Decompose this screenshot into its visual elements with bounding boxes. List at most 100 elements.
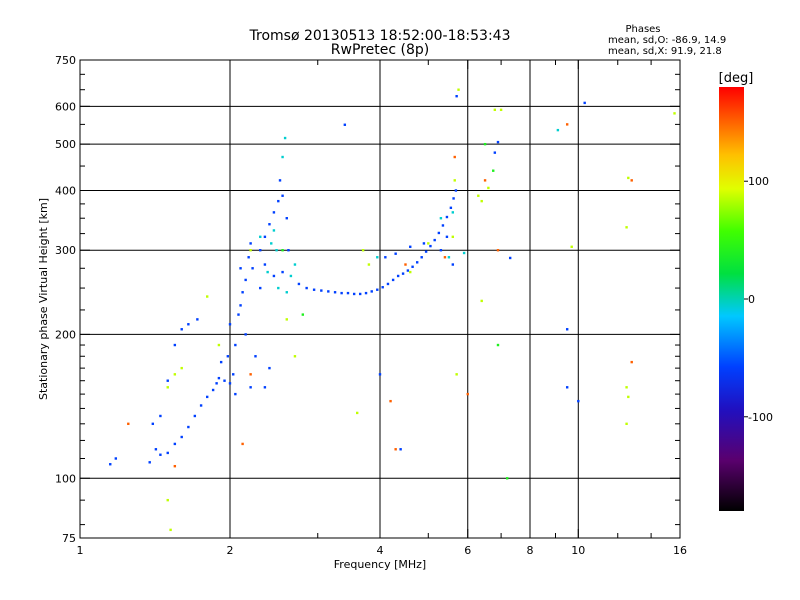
data-point xyxy=(232,373,235,376)
data-point xyxy=(565,328,569,331)
data-point xyxy=(411,265,414,268)
data-point xyxy=(278,179,282,182)
data-point xyxy=(312,288,316,291)
y-tick-label: 100 xyxy=(55,472,76,485)
data-point xyxy=(427,242,430,245)
data-point xyxy=(127,422,130,426)
colorbar-ticks: 100 0 -100 xyxy=(744,175,773,424)
data-point xyxy=(223,379,226,382)
data-point xyxy=(285,291,288,294)
data-point xyxy=(496,140,500,144)
data-point xyxy=(505,477,509,480)
data-point xyxy=(480,299,483,303)
data-point xyxy=(180,435,183,439)
data-point xyxy=(272,211,276,214)
data-point xyxy=(625,422,628,426)
data-point xyxy=(364,291,368,295)
data-point xyxy=(268,366,271,370)
data-point xyxy=(447,256,451,259)
data-point xyxy=(205,395,209,399)
data-point xyxy=(453,155,456,159)
data-point xyxy=(196,318,199,321)
data-point xyxy=(480,199,483,203)
data-point xyxy=(249,373,252,376)
data-point xyxy=(268,223,271,226)
data-point xyxy=(266,270,269,274)
data-point xyxy=(394,252,397,255)
colorbar-tick-label: 0 xyxy=(748,293,755,306)
data-point xyxy=(301,313,305,316)
data-point xyxy=(109,463,112,466)
y-tick-label: 750 xyxy=(55,54,76,67)
data-point xyxy=(333,291,337,294)
data-point xyxy=(409,270,412,274)
data-point xyxy=(228,382,232,385)
data-point xyxy=(443,256,447,259)
data-point xyxy=(570,245,573,248)
data-point xyxy=(630,179,633,182)
data-point xyxy=(376,256,379,259)
data-point xyxy=(399,448,402,451)
data-point xyxy=(241,291,244,294)
data-point xyxy=(496,343,500,347)
y-tick-labels: 75 100 200 300 400 500 600 750 xyxy=(55,54,76,545)
y-tick-label: 200 xyxy=(55,328,76,341)
data-point xyxy=(251,267,254,270)
colorbar-label: [deg] xyxy=(719,71,754,86)
data-point xyxy=(439,249,443,252)
data-point xyxy=(215,382,218,385)
data-point xyxy=(277,199,280,203)
data-point xyxy=(376,288,379,291)
data-point xyxy=(565,123,569,126)
data-point xyxy=(381,286,384,289)
data-point xyxy=(422,242,426,245)
data-point xyxy=(263,235,267,239)
data-point xyxy=(244,333,247,336)
data-point xyxy=(556,128,560,132)
data-point xyxy=(462,251,466,255)
data-point xyxy=(673,112,676,115)
data-point xyxy=(487,186,490,190)
data-point xyxy=(378,373,382,376)
data-point xyxy=(217,343,221,347)
x-tick-label: 16 xyxy=(673,544,687,557)
data-point xyxy=(493,108,497,112)
data-point xyxy=(166,451,169,455)
data-point xyxy=(289,274,293,278)
phase-stats: Phases mean, sd,O: -86.9, 14.9 mean, sd,… xyxy=(608,24,726,57)
data-point xyxy=(454,189,458,192)
x-tick-label: 10 xyxy=(571,544,585,557)
data-point xyxy=(272,274,276,278)
data-point xyxy=(391,278,395,282)
data-point xyxy=(293,263,297,266)
data-point xyxy=(114,457,118,460)
chart-subtitle: RwPretec (8p) xyxy=(331,42,429,58)
data-point xyxy=(166,386,169,389)
data-point xyxy=(455,373,458,376)
data-point xyxy=(367,263,371,266)
data-point xyxy=(263,263,267,266)
data-point xyxy=(320,289,323,292)
data-point xyxy=(254,355,257,358)
data-point xyxy=(281,155,284,159)
x-tick-label: 1 xyxy=(77,544,84,557)
data-point xyxy=(281,270,284,274)
data-point xyxy=(270,242,273,245)
data-point xyxy=(327,290,330,293)
colorbar: [deg] 100 0 -100 xyxy=(719,71,773,511)
plot-frame xyxy=(79,59,681,539)
data-point xyxy=(627,176,630,180)
data-point xyxy=(386,282,390,286)
data-point xyxy=(346,291,350,295)
y-axis-label: Stationary phase Virtual Height [km] xyxy=(37,198,50,400)
data-point xyxy=(226,355,230,358)
data-point xyxy=(193,414,197,418)
data-point xyxy=(401,272,405,275)
x-axis-label: Frequency [MHz] xyxy=(334,558,426,571)
data-point xyxy=(625,226,628,229)
data-point xyxy=(234,343,237,347)
data-point xyxy=(249,249,252,252)
data-point xyxy=(415,261,419,264)
data-point xyxy=(477,194,480,197)
data-point xyxy=(244,278,247,282)
